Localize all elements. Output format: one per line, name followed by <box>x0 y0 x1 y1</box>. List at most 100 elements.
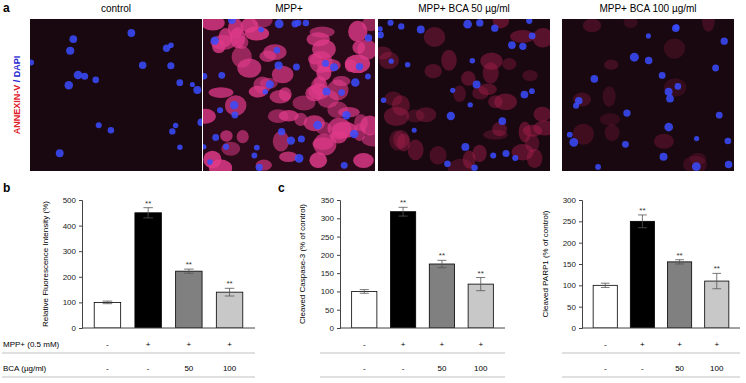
annexin-cell <box>424 27 445 47</box>
dapi-nucleus <box>389 59 394 64</box>
dapi-nucleus <box>694 136 699 141</box>
annexin-cell <box>624 19 638 28</box>
dapi-nucleus <box>108 127 114 133</box>
annexin-cell <box>502 58 516 70</box>
dapi-nucleus <box>659 72 666 79</box>
y-tick-label: 300 <box>563 196 577 205</box>
y-tick: 50 <box>567 303 582 312</box>
stain-label-part: DAPI <box>12 56 22 78</box>
condition-value: - <box>106 340 109 349</box>
significance: ** <box>226 279 232 288</box>
condition-value: + <box>401 340 406 349</box>
y-tick: 50 <box>325 306 340 315</box>
condition-value: 50 <box>184 364 193 373</box>
stain-label-part: / <box>12 77 22 85</box>
dapi-nucleus <box>660 153 668 161</box>
error-bar-cap <box>638 227 647 228</box>
y-tick-label: 100 <box>321 287 335 296</box>
y-tick-label: 400 <box>63 222 77 231</box>
condition-value: + <box>640 340 645 349</box>
y-tick: 200 <box>63 273 82 282</box>
annexin-cell <box>702 19 715 32</box>
condition-value: - <box>641 364 644 373</box>
dapi-nucleus <box>381 98 386 103</box>
dapi-nucleus <box>575 97 583 105</box>
image-title: control <box>101 3 131 14</box>
image-title: MPP+ <box>275 3 303 14</box>
error-bar-cap <box>601 283 610 284</box>
dapi-nucleus <box>473 80 481 88</box>
dapi-nucleus <box>81 73 88 80</box>
annexin-cell <box>605 124 620 141</box>
condition-value: - <box>604 340 607 349</box>
annexin-cell <box>430 146 447 164</box>
annexin-cell <box>683 156 707 171</box>
annexin-cell <box>256 160 272 171</box>
y-tick-label: 200 <box>321 251 335 260</box>
y-tick-mark <box>79 226 82 227</box>
dapi-nucleus <box>491 24 498 31</box>
dapi-nucleus <box>725 161 733 169</box>
x-axis-line <box>82 328 255 329</box>
dapi-nucleus <box>167 62 174 69</box>
dapi-nucleus <box>92 77 99 84</box>
dapi-nucleus <box>417 26 425 34</box>
micrograph-background <box>30 19 202 171</box>
dapi-nucleus <box>569 138 578 147</box>
dapi-nucleus <box>293 64 300 71</box>
annexin-cell <box>424 64 441 78</box>
dapi-nucleus <box>365 34 372 41</box>
dapi-nucleus <box>56 149 64 157</box>
y-tick-label: 300 <box>63 247 77 256</box>
bar <box>94 302 120 328</box>
condition-value: - <box>363 340 366 349</box>
dapi-nucleus <box>218 72 225 79</box>
dapi-nucleus <box>645 57 652 64</box>
y-tick: 0 <box>572 324 582 333</box>
dapi-nucleus <box>468 102 473 107</box>
dapi-nucleus <box>463 20 472 29</box>
annexin-cell <box>203 19 225 30</box>
annexin-cell <box>312 137 333 150</box>
dapi-nucleus <box>692 162 701 171</box>
micrograph <box>562 19 734 171</box>
dapi-nucleus <box>503 150 510 157</box>
micrograph-background <box>203 19 375 171</box>
y-axis-line <box>337 201 341 329</box>
annexin-cell <box>237 130 249 143</box>
y-tick-mark <box>79 251 82 252</box>
condition-value: - <box>106 364 109 373</box>
y-tick-mark <box>579 285 582 286</box>
y-tick-mark <box>337 255 340 256</box>
dapi-nucleus <box>378 31 384 38</box>
annexin-cell <box>221 142 240 156</box>
y-tick-label: 100 <box>563 281 577 290</box>
y-tick-label: 50 <box>325 306 334 315</box>
y-tick-label: 250 <box>563 217 577 226</box>
error-bar-cap <box>225 296 235 297</box>
annexin-cell <box>279 152 297 162</box>
dapi-nucleus <box>212 134 219 141</box>
y-tick: 300 <box>321 214 340 223</box>
y-axis: 050100150200250300 <box>563 196 583 333</box>
error-bar-cap <box>360 289 369 290</box>
error-bar-cap <box>143 217 153 218</box>
error-bar-stem <box>229 288 230 296</box>
x-axis-line <box>582 328 740 329</box>
dapi-nucleus <box>254 145 260 151</box>
annexin-cell <box>512 144 534 160</box>
dapi-nucleus <box>228 19 236 24</box>
y-tick: 100 <box>563 281 582 290</box>
bars <box>593 215 729 328</box>
bar <box>593 285 617 328</box>
dapi-nucleus <box>476 19 483 26</box>
panel-label: c <box>278 181 285 195</box>
annexin-cell <box>220 130 232 142</box>
dapi-nucleus <box>69 35 77 43</box>
y-tick: 150 <box>563 260 582 269</box>
y-tick-label: 0 <box>72 324 77 333</box>
dapi-nucleus <box>387 20 393 26</box>
annexin-cell <box>352 41 365 54</box>
y-tick: 0 <box>330 324 340 333</box>
annexin-cell <box>472 86 488 99</box>
